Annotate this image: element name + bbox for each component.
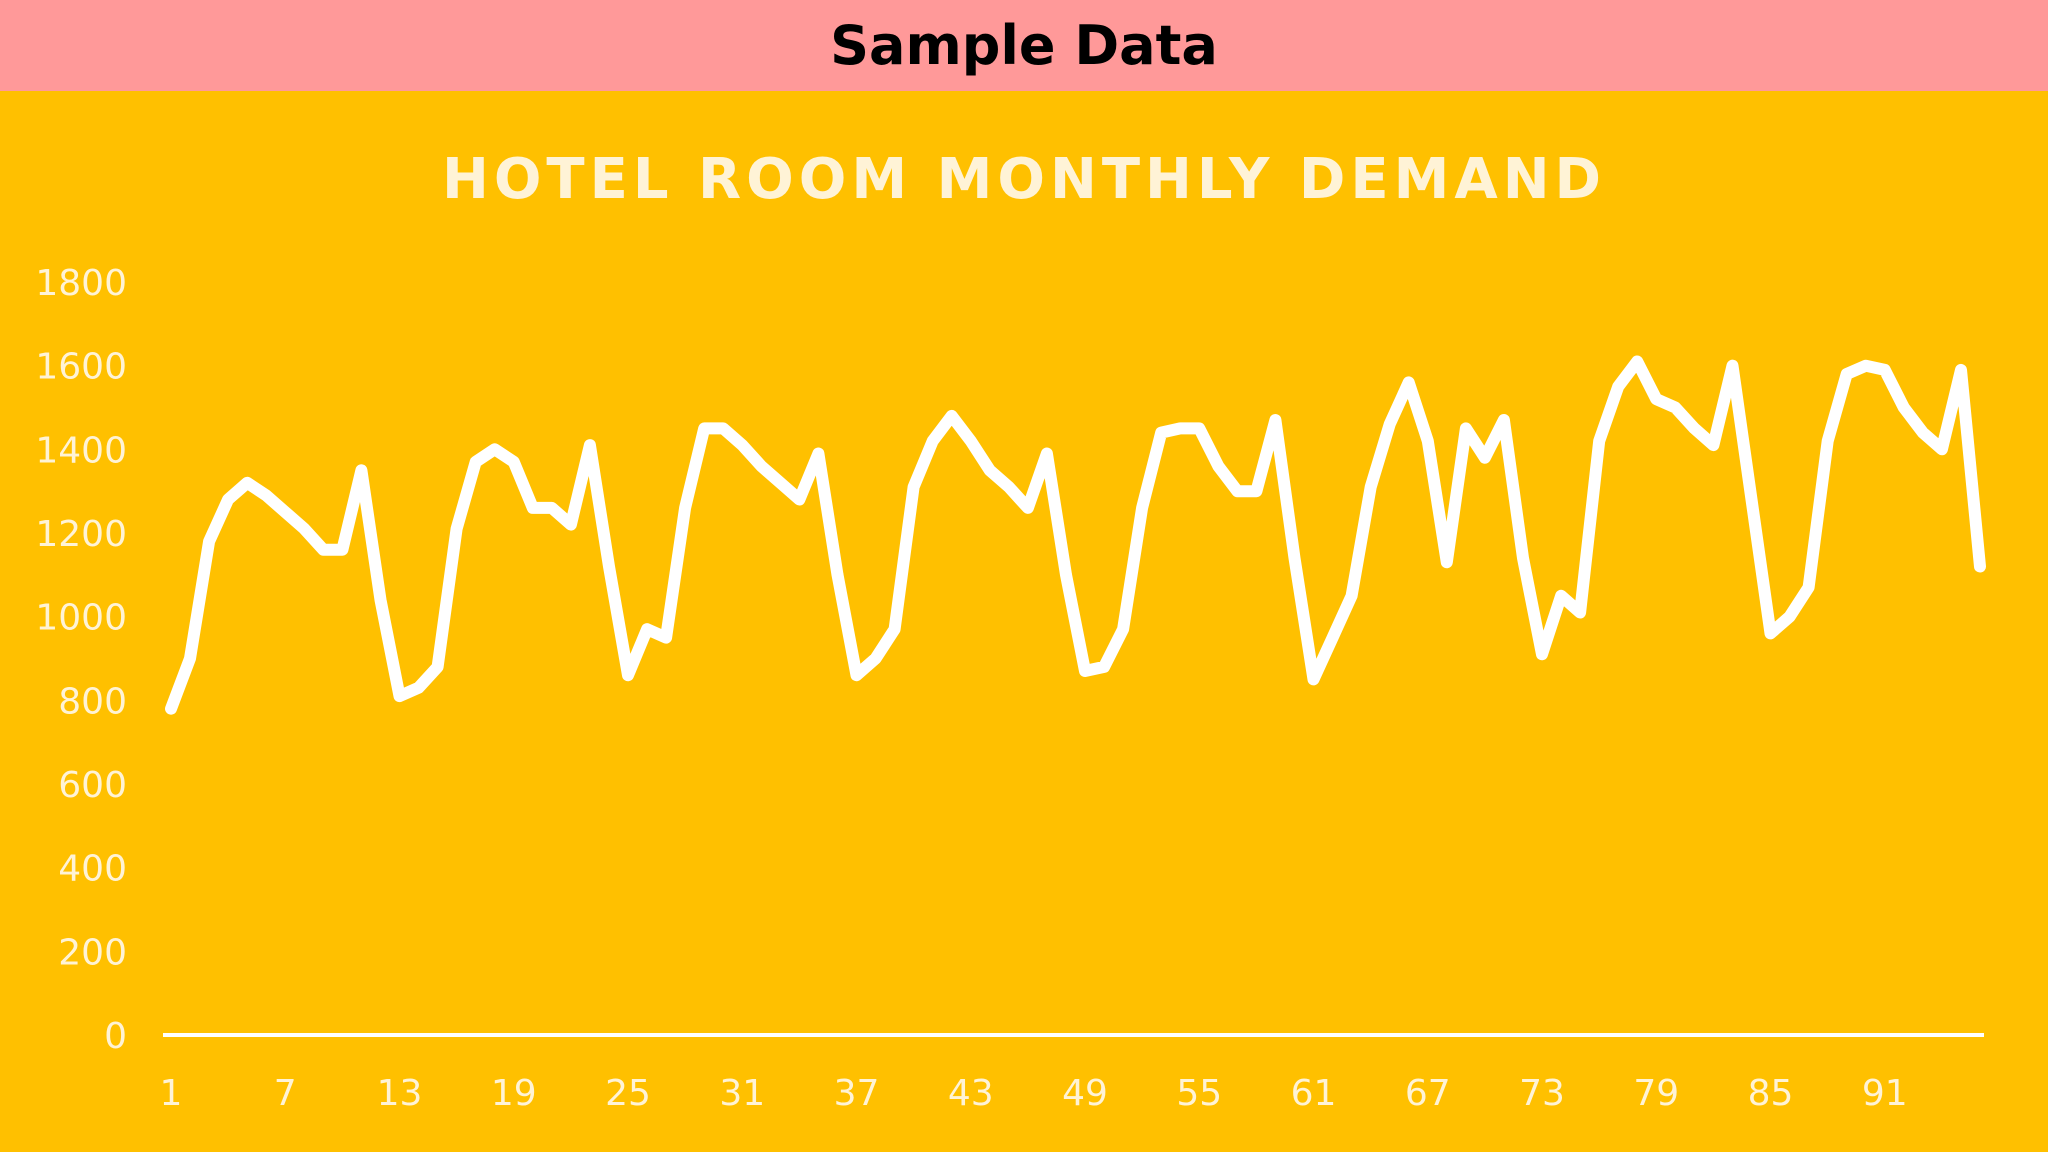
x-tick-label: 7 [274, 1073, 297, 1114]
x-tick-label: 31 [719, 1073, 765, 1114]
x-tick-label: 13 [377, 1073, 423, 1114]
x-tick-label: 55 [1176, 1073, 1222, 1114]
y-axis-ticks: 0 200 400 600 800 1000 1200 1400 1600 1800 [35, 263, 127, 1057]
line-chart: HOTEL ROOM MONTHLY DEMAND 0 200 400 600 800 1… [35, 147, 1986, 1114]
x-tick-label: 43 [948, 1073, 994, 1114]
y-tick-label: 1400 [35, 430, 127, 471]
header-title: Sample Data [830, 14, 1218, 77]
y-tick-label: 1600 [35, 347, 127, 388]
y-tick-label: 200 [58, 932, 127, 973]
x-tick-label: 79 [1633, 1073, 1679, 1114]
x-tick-label: 91 [1862, 1073, 1908, 1114]
x-tick-label: 67 [1405, 1073, 1451, 1114]
y-tick-label: 0 [104, 1016, 127, 1057]
series-line-demand [165, 355, 1986, 715]
x-tick-label: 1 [160, 1073, 183, 1114]
x-tick-label: 25 [605, 1073, 651, 1114]
y-tick-label: 1800 [35, 263, 127, 304]
x-tick-label: 61 [1291, 1073, 1337, 1114]
y-tick-label: 1000 [35, 598, 127, 639]
header-banner: Sample Data [0, 0, 2048, 91]
y-tick-label: 800 [58, 681, 127, 722]
chart-title: HOTEL ROOM MONTHLY DEMAND [442, 147, 1606, 212]
x-axis-ticks: 1 7 13 19 25 31 37 43 49 55 61 67 73 79 85 91 [160, 1073, 1908, 1114]
chart-area: HOTEL ROOM MONTHLY DEMAND 0 200 400 600 800 1… [0, 91, 2048, 1152]
drop-lines [169, 361, 1982, 1035]
x-tick-label: 73 [1519, 1073, 1565, 1114]
x-tick-label: 49 [1062, 1073, 1108, 1114]
x-tick-label: 37 [834, 1073, 880, 1114]
x-tick-label: 19 [491, 1073, 537, 1114]
x-tick-label: 85 [1748, 1073, 1794, 1114]
y-tick-label: 400 [58, 849, 127, 890]
y-tick-label: 600 [58, 765, 127, 806]
y-tick-label: 1200 [35, 514, 127, 555]
